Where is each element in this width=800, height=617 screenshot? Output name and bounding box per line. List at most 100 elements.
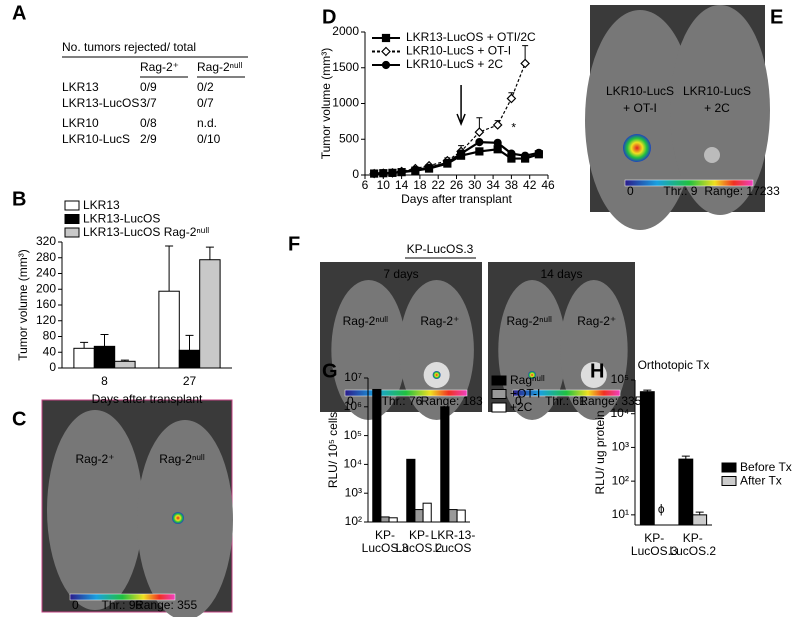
- table-cell: 3/7: [140, 96, 157, 110]
- marker: [520, 58, 530, 69]
- x-tick-label: 34: [486, 178, 500, 192]
- x-tick-label: 14: [395, 178, 409, 192]
- legend-label: Before Tx: [740, 460, 792, 474]
- error-bar: [681, 455, 690, 460]
- x-tick-label: LucOS.3: [362, 541, 409, 555]
- legend-label: Ragⁿᵘˡˡ: [510, 373, 545, 387]
- x-tick-label: 27: [183, 374, 197, 388]
- bar: [380, 516, 390, 523]
- marker: [506, 93, 517, 104]
- bar: [178, 349, 201, 369]
- x-tick-label: 18: [413, 178, 427, 192]
- x-tick-label: KP-: [375, 528, 395, 542]
- x-tick-label: LucOS.2: [396, 541, 443, 555]
- marker: [507, 149, 516, 158]
- bar: [422, 502, 432, 523]
- colorbar: [624, 179, 754, 187]
- panel-label: E: [770, 6, 783, 28]
- image-label: Rag-2⁺: [577, 314, 616, 328]
- error-bar: [205, 246, 214, 260]
- marker: [492, 120, 503, 130]
- marker: [475, 147, 484, 156]
- mouse: [498, 280, 566, 420]
- error-bar: [165, 245, 174, 292]
- legend-label: LKR13: [83, 198, 120, 212]
- image-label: Rag-2⁺: [420, 314, 459, 328]
- bar: [158, 290, 180, 369]
- panel-label: A: [12, 2, 26, 24]
- y-axis-label: RLU/ ug protein: [593, 410, 607, 494]
- y-axis-label: Tumor volume (mm³): [319, 48, 333, 160]
- y-tick-label: 10⁶: [344, 399, 362, 413]
- bar: [448, 509, 458, 523]
- bar: [372, 388, 382, 523]
- legend-swatch: [491, 375, 507, 386]
- line: [374, 63, 526, 175]
- colorbar-label: Thr.: 96: [102, 598, 143, 612]
- legend-label: LKR13-LucOS: [83, 212, 160, 226]
- error-bar: [185, 334, 194, 351]
- x-tick-label: KP-: [409, 528, 429, 542]
- y-tick-label: 1000: [332, 96, 359, 110]
- x-tick-label: 8: [101, 374, 108, 388]
- x-tick-label: 42: [523, 178, 537, 192]
- legend-label: After Tx: [740, 474, 782, 488]
- x-tick-label: KP-: [644, 531, 664, 545]
- y-tick-label: 10¹: [612, 507, 629, 521]
- y-tick-label: 80: [43, 329, 57, 343]
- table-cell: n.d.: [197, 116, 217, 130]
- column-header: Rag-2⁺: [140, 60, 179, 74]
- table-cell: 0/8: [140, 116, 157, 130]
- table-cell: 0/7: [197, 96, 214, 110]
- image-label: LKR10-LucS: [606, 84, 674, 98]
- marker: [456, 149, 466, 158]
- x-tick-label: 10: [377, 178, 391, 192]
- bar: [414, 509, 424, 523]
- colorbar: [512, 389, 621, 397]
- image-label: LKR10-LucS: [683, 84, 751, 98]
- marker: [381, 60, 391, 70]
- bar: [456, 509, 466, 523]
- mouse: [331, 280, 406, 420]
- bar: [73, 347, 95, 369]
- legend-swatch: [64, 214, 80, 224]
- legend-swatch: [64, 200, 80, 211]
- y-tick-label: 200: [36, 281, 56, 295]
- table-cell: 0/10: [197, 132, 221, 146]
- y-axis-label: Tumor volume (mm³): [16, 249, 30, 361]
- y-tick-label: 0: [49, 360, 56, 374]
- signal: [172, 512, 184, 524]
- table-cell: 0/2: [197, 80, 214, 94]
- y-tick-label: 10⁴: [343, 457, 362, 471]
- panel-label: G: [322, 360, 338, 382]
- marker: [443, 158, 452, 167]
- y-tick-label: 320: [36, 234, 56, 248]
- y-tick-label: 0: [352, 167, 359, 181]
- image-label: Rag-2ⁿᵘˡˡ: [506, 314, 552, 328]
- signal: [704, 147, 720, 163]
- legend-swatch: [721, 462, 737, 473]
- mouse: [670, 5, 770, 215]
- frame-title: 14 days: [540, 267, 582, 281]
- x-tick-label: 26: [450, 178, 464, 192]
- error-bar: [100, 334, 109, 347]
- bar: [93, 345, 116, 369]
- table-cell: 2/9: [140, 132, 157, 146]
- mouse: [399, 280, 474, 420]
- panel-label: C: [12, 408, 26, 430]
- image-label: Rag-2⁺: [75, 452, 114, 466]
- colorbar-label: Range: 183: [421, 394, 483, 408]
- y-tick-label: 10³: [345, 485, 362, 499]
- y-tick-label: 500: [339, 131, 359, 145]
- marker: [521, 151, 530, 160]
- marker: [397, 168, 406, 177]
- table-cell: LKR13-LucOS: [62, 96, 139, 110]
- x-tick-label: 38: [505, 178, 519, 192]
- y-tick-label: 10⁴: [610, 406, 629, 420]
- legend-label: LKR13-LucOS + OTI/2C: [406, 30, 536, 44]
- legend-label: LKR10-LucS + 2C: [406, 57, 503, 71]
- bar: [639, 391, 655, 526]
- mouse: [137, 420, 233, 617]
- image-label: + OT-I: [623, 101, 657, 115]
- table-title: No. tumors rejected/ total: [62, 40, 196, 54]
